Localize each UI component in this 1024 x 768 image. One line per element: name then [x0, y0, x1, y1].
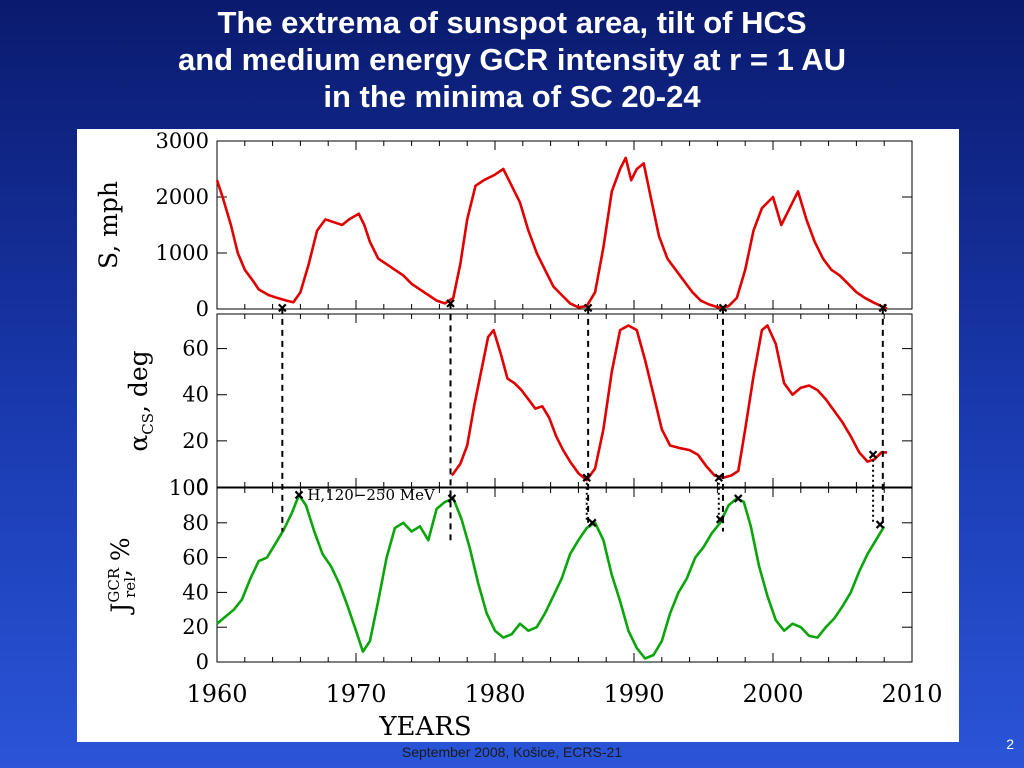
energy-annotation: H,120−250 MeV	[307, 486, 436, 504]
slide-title: The extrema of sunspot area, tilt of HCS…	[0, 4, 1024, 115]
y-tick-label-gcr: 0	[196, 650, 209, 674]
title-line-2: and medium energy GCR intensity at r = 1…	[177, 42, 847, 77]
axes-frame-sunspot	[216, 140, 913, 310]
series-line-tilt	[450, 324, 887, 482]
series-line-sunspot	[215, 156, 888, 310]
y-tick-label-gcr: 100	[169, 476, 209, 500]
y-tick-label-sunspot: 0	[196, 297, 209, 321]
y-axis-label-sunspot: S, mph	[94, 181, 123, 269]
series-line-gcr	[216, 493, 886, 660]
page-number: 2	[1006, 736, 1014, 752]
y-tick-label-sunspot: 2000	[156, 185, 209, 209]
y-tick-label-gcr: 20	[182, 615, 209, 639]
x-axis-label: YEARS	[378, 712, 471, 742]
axes-frame-gcr	[216, 487, 913, 663]
x-tick-label: 1970	[325, 680, 386, 708]
title-line-3: in the minima of SC 20-24	[323, 79, 701, 114]
y-tick-label-gcr: 80	[182, 511, 209, 535]
y-axis-label-gcr: JGCRrel, %	[105, 537, 139, 615]
y-tick-label-gcr: 60	[182, 546, 209, 570]
x-tick-label: 2010	[881, 680, 942, 708]
extremum-marker-gcr	[733, 494, 743, 503]
y-axis-label-tilt: αCS, deg	[124, 350, 157, 451]
y-tick-label-tilt: 60	[182, 337, 209, 361]
x-tick-label: 1990	[603, 680, 664, 708]
x-tick-label: 1980	[464, 680, 525, 708]
extremum-marker-tilt	[714, 473, 724, 483]
y-tick-label-tilt: 20	[182, 429, 209, 453]
y-tick-label-tilt: 40	[182, 383, 209, 407]
title-line-1: The extrema of sunspot area, tilt of HCS	[217, 5, 807, 40]
extremum-marker-gcr	[588, 518, 597, 528]
extremum-marker-gcr	[294, 490, 304, 500]
y-tick-label-sunspot: 3000	[156, 129, 209, 153]
y-tick-label-tilt: 0	[196, 475, 209, 499]
x-tick-label: 1960	[186, 680, 247, 708]
chart: 0 1000 2000 3000 0 20 40 60 0 20 40 60 80 100 1960 1970…	[94, 129, 943, 742]
footer-text: September 2008, Košice, ECRS-21	[401, 744, 623, 760]
axes-frame-tilt	[216, 313, 913, 488]
x-tick-label: 2000	[742, 680, 803, 708]
figure-panel: 0 1000 2000 3000 0 20 40 60 0 20 40 60 80 100 1960 1970…	[77, 129, 959, 742]
y-tick-label-gcr: 40	[182, 580, 209, 604]
y-tick-label-sunspot: 1000	[156, 241, 209, 265]
